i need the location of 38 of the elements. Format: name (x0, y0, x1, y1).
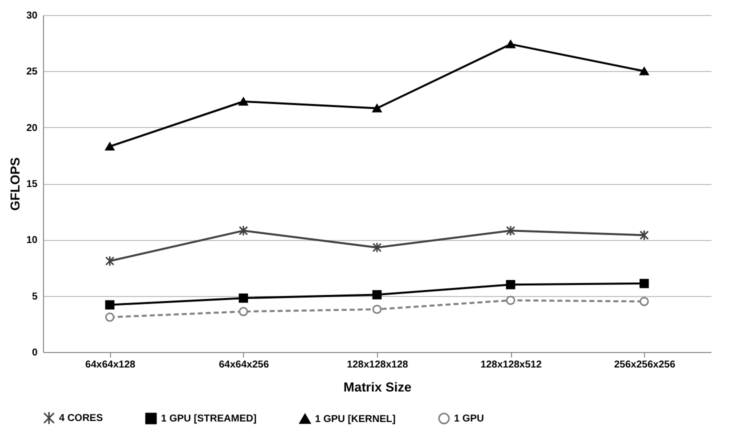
point (238, 97, 248, 106)
point (506, 280, 516, 290)
legend-label: 1 GPU [KERNEL] (315, 414, 396, 425)
point (506, 225, 516, 236)
point (372, 290, 382, 300)
y-tick-label: 20 (26, 122, 38, 134)
point (640, 278, 649, 288)
x-tick-label: 128x128x512 (480, 360, 542, 370)
x-tick-label: 64x64x128 (85, 360, 136, 370)
point (238, 293, 248, 303)
point (105, 312, 114, 322)
x-axis-title: Matrix Size (344, 380, 412, 394)
y-tick-label: 5 (32, 291, 38, 302)
y-tick-label: 0 (32, 348, 38, 358)
x-tick-label: 128x128x128 (346, 360, 409, 370)
x-tick-label: 256x256x256 (614, 360, 676, 370)
y-tick-label: 25 (26, 66, 38, 78)
point (372, 104, 382, 112)
y-tick-label: 30 (26, 10, 38, 22)
point (238, 306, 248, 316)
point (105, 142, 114, 151)
point (506, 40, 516, 48)
point (105, 300, 114, 310)
point (506, 296, 516, 305)
point (640, 67, 649, 76)
point (372, 242, 382, 253)
point (640, 296, 649, 306)
legend-label: 1 GPU (454, 414, 484, 424)
legend-label: 4 CORES (59, 413, 104, 424)
y-tick-label: 15 (26, 179, 38, 190)
point (640, 230, 649, 241)
point (105, 256, 114, 266)
point (372, 304, 382, 314)
y-tick-label: 10 (26, 235, 38, 246)
y-axis-title: GFLOPS (7, 156, 22, 211)
legend-label: 1 GPU [STREAMED] (161, 414, 257, 424)
x-tick-label: 64x64x256 (218, 360, 270, 370)
point (238, 225, 248, 236)
